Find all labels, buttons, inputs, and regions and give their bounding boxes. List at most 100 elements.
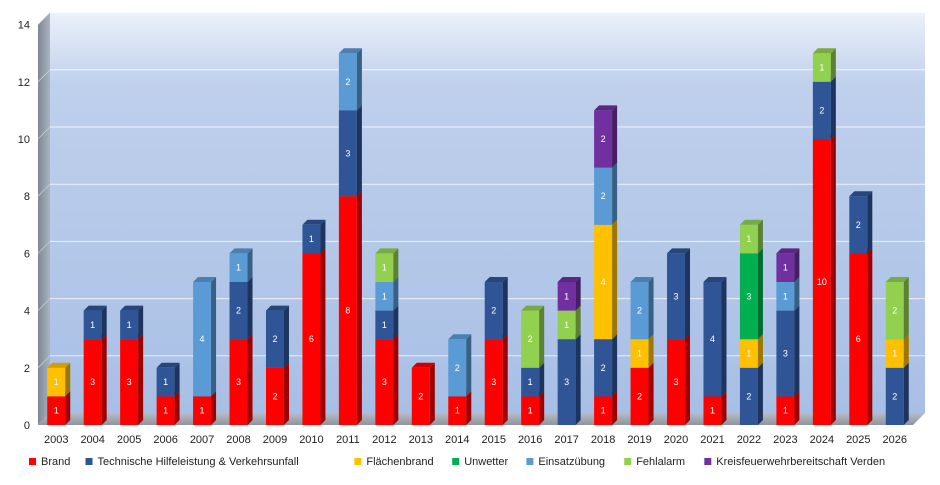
x-tick-label: 2005 (117, 434, 141, 446)
data-label: 3 (382, 377, 387, 387)
bar-side (138, 334, 144, 425)
bar-side (502, 277, 508, 340)
bar-front (47, 367, 66, 397)
bar-segment-technische-hilfeleistung-verkehrsunfall-2009 (265, 305, 289, 368)
bar-side (794, 391, 800, 425)
bar-segment-kreisfeuerwehrbereitschaft-verden-2023 (776, 248, 800, 282)
y-tick-label: 0 (24, 420, 30, 432)
bar-top (375, 248, 399, 254)
bar-top (557, 277, 581, 282)
data-label: 1 (127, 320, 132, 330)
bar-side (830, 48, 836, 82)
x-tick-label: 2012 (372, 434, 396, 446)
x-tick-label: 2021 (700, 434, 724, 446)
data-label: 3 (90, 377, 95, 387)
bar-top (83, 305, 107, 311)
bar-front (193, 282, 212, 397)
bar-top (229, 248, 253, 254)
bar-side (101, 305, 107, 340)
data-label: 2 (272, 391, 277, 401)
data-label: 3 (127, 377, 132, 387)
plot-side-wall (38, 12, 50, 425)
bar-segment-technische-hilfeleistung-verkehrsunfall-2017 (557, 334, 581, 425)
bar-segment-technische-hilfeleistung-verkehrsunfall-2011 (338, 105, 362, 197)
bar-front (849, 253, 868, 425)
bar-top (812, 48, 836, 54)
plot-floor (38, 413, 925, 425)
bar-front (812, 53, 831, 82)
x-tick-label: 2018 (591, 434, 615, 446)
bar-front (812, 81, 831, 139)
data-label: 3 (564, 377, 569, 387)
gridline-side (37, 241, 51, 254)
bar-segment-brand-2013 (411, 362, 435, 425)
data-label: 1 (564, 320, 569, 330)
x-tick-label: 2026 (883, 434, 907, 446)
data-label: 1 (455, 406, 460, 416)
data-label: 2 (418, 391, 423, 401)
bar-segment-technische-hilfeleistung-verkehrsunfall-2025 (849, 191, 873, 254)
bar-top (411, 362, 435, 368)
bar-side (539, 391, 545, 425)
data-label: 2 (601, 191, 606, 201)
legend-swatch (624, 458, 632, 465)
data-label: 1 (746, 349, 751, 359)
bar-front (229, 253, 248, 282)
data-label: 2 (601, 363, 606, 373)
bar-segment-brand-2004 (83, 334, 107, 425)
bar-side (794, 248, 800, 282)
data-label: 1 (746, 234, 751, 244)
y-tick-label: 2 (24, 363, 30, 375)
bar-front (594, 224, 613, 340)
data-label: 4 (710, 334, 715, 344)
bar-segment-technische-hilfeleistung-verkehrsunfall-2015 (484, 277, 508, 340)
bar-front (739, 367, 758, 425)
bar-segment-brand-2025 (849, 248, 873, 425)
legend-label: Brand (41, 456, 70, 468)
data-label: 1 (564, 291, 569, 301)
bar-side (174, 391, 180, 425)
data-label: 1 (528, 377, 533, 387)
x-tick-label: 2010 (299, 434, 323, 446)
bar-side (393, 305, 399, 340)
data-labels: 1 1 3 1 3 1 1 1 1 4 3 2 1 2 2 6 1 8 3 2 3 1 1 1 2 1 2 3 2 1 1 2 3 1 1 1 2 4 2 2… (54, 63, 898, 416)
bar-front (885, 339, 904, 368)
bar-side (903, 362, 909, 425)
bar-side (685, 248, 691, 340)
bar-front (703, 396, 722, 425)
data-label: 1 (382, 263, 387, 273)
bar-front (849, 196, 868, 254)
bar-top (193, 277, 217, 282)
bar-top (484, 277, 508, 282)
x-tick-label: 2025 (846, 434, 870, 446)
bar-side (466, 391, 472, 425)
bar-side (283, 305, 289, 368)
data-label: 1 (819, 63, 824, 73)
bar-side (721, 391, 727, 425)
x-tick-label: 2013 (409, 434, 433, 446)
bar-front (156, 367, 175, 397)
bar-side (830, 76, 836, 139)
bar-side (575, 334, 581, 425)
bar-front (265, 367, 284, 425)
legend-label: Unwetter (464, 456, 508, 468)
data-label: 1 (200, 406, 205, 416)
bar-side (320, 219, 326, 254)
bar-segment-einsatz-bung-2008 (229, 248, 253, 282)
bar-top (667, 248, 691, 254)
bar-front (229, 339, 248, 425)
bar-side (356, 105, 362, 197)
legend-item: Fehlalarm (624, 456, 685, 468)
bar-segment-brand-2010 (302, 248, 326, 425)
data-label: 2 (491, 306, 496, 316)
bar-top (47, 362, 71, 368)
data-label: 3 (674, 291, 679, 301)
y-tick-label: 12 (18, 77, 30, 89)
x-tick-label: 2004 (80, 434, 104, 446)
data-label: 3 (491, 377, 496, 387)
bar-front (120, 339, 139, 425)
bar-segment-technische-hilfeleistung-verkehrsunfall-2004 (83, 305, 107, 340)
bar-front (83, 339, 102, 425)
